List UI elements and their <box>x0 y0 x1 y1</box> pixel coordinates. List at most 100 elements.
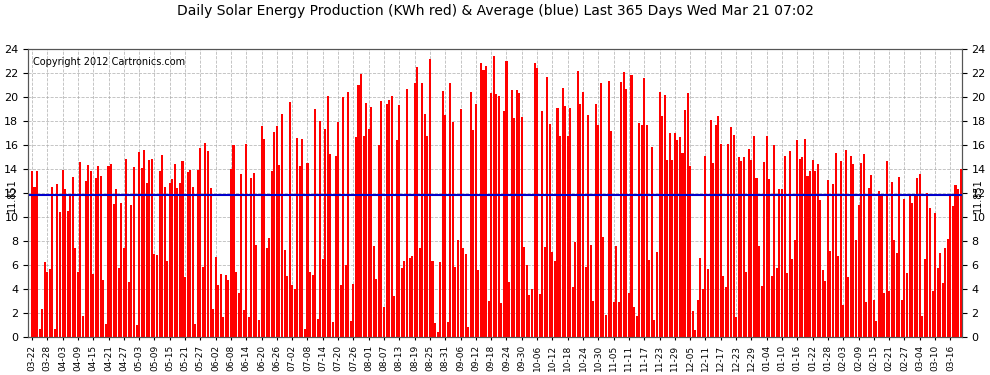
Bar <box>914 194 916 337</box>
Bar <box>513 118 515 337</box>
Bar <box>409 258 411 337</box>
Bar <box>653 320 655 337</box>
Bar <box>250 178 252 337</box>
Bar <box>429 59 431 337</box>
Bar <box>276 126 278 337</box>
Bar <box>126 159 128 337</box>
Bar <box>799 159 801 337</box>
Bar <box>194 324 196 337</box>
Bar <box>158 171 160 337</box>
Bar <box>508 282 510 337</box>
Bar <box>924 259 926 337</box>
Bar <box>783 156 786 337</box>
Bar <box>163 187 165 337</box>
Bar <box>146 183 148 337</box>
Bar <box>148 160 150 337</box>
Bar <box>370 106 372 337</box>
Bar <box>875 321 877 337</box>
Bar <box>144 150 146 337</box>
Bar <box>385 104 388 337</box>
Bar <box>569 108 571 337</box>
Text: 11.851: 11.851 <box>7 178 17 212</box>
Bar <box>898 177 900 337</box>
Bar <box>745 272 747 337</box>
Bar <box>319 121 322 337</box>
Bar <box>84 181 86 337</box>
Bar <box>294 289 296 337</box>
Bar <box>102 280 104 337</box>
Bar <box>202 267 204 337</box>
Bar <box>464 255 466 337</box>
Bar <box>878 190 880 337</box>
Bar <box>493 56 495 337</box>
Bar <box>317 319 319 337</box>
Bar <box>674 133 676 337</box>
Bar <box>498 96 500 337</box>
Bar <box>639 123 641 337</box>
Bar <box>747 149 749 337</box>
Bar <box>61 170 63 337</box>
Bar <box>546 77 548 337</box>
Bar <box>445 115 446 337</box>
Bar <box>454 267 456 337</box>
Bar <box>263 139 265 337</box>
Bar <box>488 301 490 337</box>
Bar <box>223 317 225 337</box>
Bar <box>602 237 605 337</box>
Bar <box>559 136 561 337</box>
Bar <box>92 274 94 337</box>
Bar <box>416 67 418 337</box>
Bar <box>789 151 791 337</box>
Bar <box>424 114 426 337</box>
Bar <box>582 92 584 337</box>
Bar <box>613 302 615 337</box>
Bar <box>401 268 403 337</box>
Text: 11.851: 11.851 <box>973 178 983 212</box>
Bar <box>36 171 38 337</box>
Bar <box>668 133 671 337</box>
Bar <box>959 169 961 337</box>
Bar <box>650 147 653 337</box>
Bar <box>511 90 513 337</box>
Text: Daily Solar Energy Production (KWh red) & Average (blue) Last 365 Days Wed Mar 2: Daily Solar Energy Production (KWh red) … <box>176 4 814 18</box>
Bar <box>506 61 508 337</box>
Bar <box>268 238 270 337</box>
Bar <box>215 257 217 337</box>
Bar <box>946 239 948 337</box>
Bar <box>844 150 846 337</box>
Bar <box>771 276 773 337</box>
Bar <box>503 111 505 337</box>
Bar <box>561 88 563 337</box>
Bar <box>74 248 76 337</box>
Bar <box>781 189 783 337</box>
Bar <box>434 323 436 337</box>
Bar <box>230 169 232 337</box>
Bar <box>687 93 689 337</box>
Bar <box>367 129 369 337</box>
Bar <box>645 125 647 337</box>
Bar <box>689 166 691 337</box>
Bar <box>299 166 301 337</box>
Bar <box>574 242 576 337</box>
Bar <box>228 280 230 337</box>
Bar <box>59 213 61 337</box>
Bar <box>796 140 798 337</box>
Bar <box>115 189 117 337</box>
Bar <box>536 68 539 337</box>
Bar <box>64 189 66 337</box>
Bar <box>278 165 280 337</box>
Bar <box>383 307 385 337</box>
Bar <box>475 104 477 337</box>
Bar <box>396 140 398 337</box>
Bar <box>847 277 849 337</box>
Bar <box>388 100 390 337</box>
Bar <box>235 272 237 337</box>
Bar <box>210 188 212 337</box>
Bar <box>554 261 556 337</box>
Bar <box>391 96 393 337</box>
Bar <box>414 83 416 337</box>
Bar <box>702 289 704 337</box>
Bar <box>631 75 633 337</box>
Bar <box>608 81 610 337</box>
Bar <box>641 125 643 337</box>
